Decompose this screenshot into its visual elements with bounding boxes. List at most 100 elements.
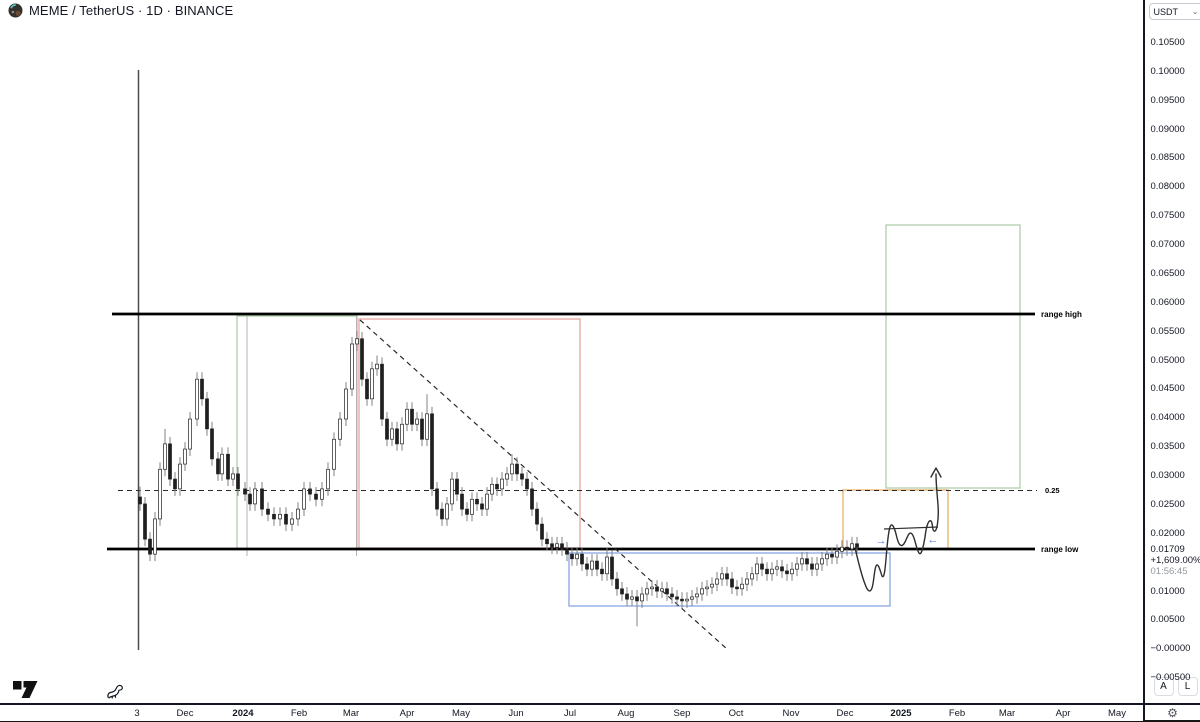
candle-body <box>745 578 749 585</box>
blue-box-base[interactable] <box>568 552 891 607</box>
candle-body <box>445 503 449 520</box>
candle-body <box>515 463 519 475</box>
candle-body <box>780 566 784 572</box>
candle-body <box>236 473 240 490</box>
candle-body <box>314 493 318 500</box>
candle-body <box>308 488 312 495</box>
bar-countdown: 01:56:45 <box>1150 565 1188 577</box>
candle-body <box>670 593 674 598</box>
candle-body <box>205 398 209 430</box>
price-tick: 0.08000 <box>1150 181 1185 193</box>
time-tick: Jun <box>508 707 524 719</box>
time-tick: Feb <box>290 707 308 719</box>
candle-body <box>560 543 564 550</box>
auto-scale-button[interactable]: A <box>1153 677 1174 696</box>
candle-body <box>326 468 330 490</box>
candle-body <box>655 586 659 592</box>
candle-body <box>500 478 504 490</box>
candle-body <box>183 448 187 465</box>
dashed-downtrend-line[interactable] <box>359 319 728 650</box>
price-tick: 0.09000 <box>1150 123 1185 135</box>
window-bottom-border <box>0 720 1200 722</box>
axis-settings-gear-icon[interactable]: ⚙ <box>1167 705 1178 720</box>
candle-body <box>143 503 147 540</box>
time-tick: 3 <box>134 707 140 719</box>
dino-sticker-icon[interactable] <box>105 680 126 706</box>
candle-body <box>158 468 162 520</box>
candle-body <box>695 593 699 598</box>
price-tick: 0.05000 <box>1150 354 1185 366</box>
last-price-value: 0.01709 <box>1150 543 1185 555</box>
candle-body <box>710 583 714 588</box>
last-price-label: 0.01709 +1,609.00% 01:56:45 <box>1151 544 1200 577</box>
time-tick: Mar <box>342 707 360 719</box>
candle-body <box>590 560 594 570</box>
candle-body <box>845 546 849 550</box>
price-tick: 0.02500 <box>1150 498 1185 510</box>
candle-body <box>775 566 779 570</box>
candle-body <box>720 573 724 580</box>
tradingview-logo[interactable] <box>12 680 39 704</box>
candle-body <box>465 508 469 515</box>
candle-body <box>410 408 414 425</box>
candle-body <box>645 588 649 595</box>
candle-body <box>810 563 814 570</box>
last-price-change: +1,609.00% <box>1150 554 1200 566</box>
price-tick: 0.10000 <box>1150 65 1185 77</box>
quarter-level-label: 0.25 <box>1045 486 1060 495</box>
candle-body <box>830 553 834 558</box>
time-tick: Oct <box>728 707 744 719</box>
log-scale-button[interactable]: L <box>1177 677 1198 696</box>
candle-body <box>266 508 270 515</box>
candle-body <box>850 543 854 550</box>
candle-body <box>296 508 300 520</box>
freehand-projection-path[interactable] <box>854 473 939 592</box>
candle-body <box>350 343 354 390</box>
candle-body <box>565 548 569 555</box>
freehand-resistance-line[interactable] <box>883 526 939 530</box>
time-axis-separator <box>0 703 1200 705</box>
time-tick: 2024 <box>232 707 254 719</box>
arrow-right-blue[interactable]: → <box>876 535 887 547</box>
candle-body <box>375 363 379 370</box>
price-scale[interactable]: USDT ⌄ 0.01709 +1,609.00% 01:56:45 A L 0… <box>1144 0 1200 703</box>
candle-body <box>740 583 744 590</box>
time-tick: Mar <box>998 707 1016 719</box>
candle-body <box>570 553 574 560</box>
chart-canvas[interactable]: range high range low 0.25 → ← <box>0 0 1143 703</box>
candle-body <box>188 418 192 450</box>
candle-body <box>635 596 639 602</box>
green-box-target[interactable] <box>885 224 1021 489</box>
candle-body <box>495 483 499 490</box>
price-tick: 0.08500 <box>1150 152 1185 164</box>
price-tick: 0.09500 <box>1150 94 1185 106</box>
candle-body <box>575 553 579 560</box>
price-tick: 0.06000 <box>1150 296 1185 308</box>
arrow-left-blue[interactable]: ← <box>928 534 939 546</box>
time-scale[interactable]: 3 Dec 2024 Feb Mar Apr May Jun Jul Aug Sep Oct Nov De… <box>0 704 1143 721</box>
candle-body <box>290 518 294 525</box>
candle-body <box>365 378 369 400</box>
price-tick: −0.00500 <box>1150 672 1191 684</box>
candle-body <box>680 598 684 602</box>
candle-body <box>400 423 404 445</box>
candle-body <box>231 473 235 480</box>
currency-dropdown[interactable]: USDT ⌄ <box>1148 3 1200 20</box>
candle-body <box>216 458 220 475</box>
candle-body <box>675 596 679 600</box>
symbol-title[interactable]: MEME / TetherUS · 1D · BINANCE <box>29 3 234 18</box>
time-tick: Dec <box>836 707 854 719</box>
candle-body <box>610 556 614 580</box>
candle-body <box>620 588 624 595</box>
candle-body <box>600 568 604 575</box>
projection-up-arrowhead <box>930 467 942 478</box>
candle-body <box>390 428 394 440</box>
candle-body <box>785 570 789 575</box>
price-tick: 0.07500 <box>1150 210 1185 222</box>
candle-body <box>138 496 142 505</box>
candle-body <box>485 493 489 510</box>
range-low-line-label: range low <box>1041 545 1079 554</box>
candle-body <box>405 408 409 425</box>
candle-body <box>490 483 494 495</box>
candle-body <box>248 493 252 505</box>
